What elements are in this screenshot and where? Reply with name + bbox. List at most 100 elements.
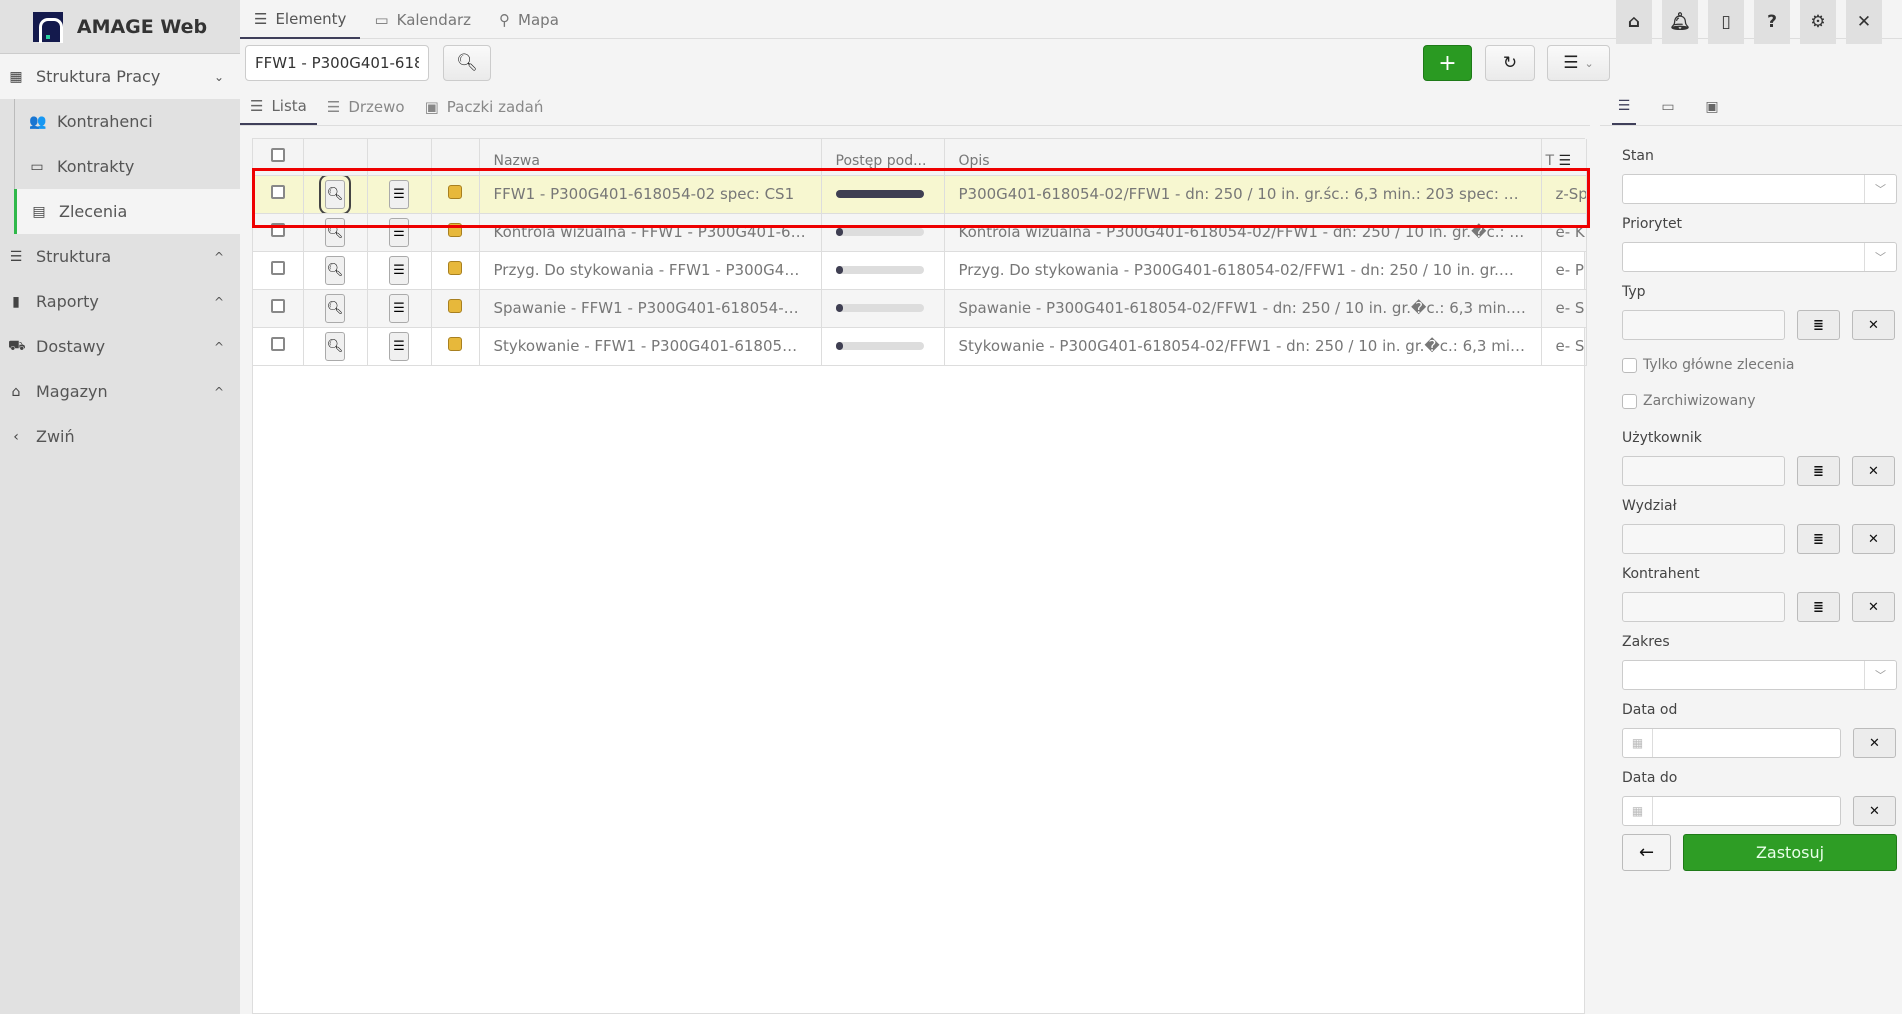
sidebar-item-kontrakty[interactable]: ▭ Kontrakty [15,144,240,189]
kontrahent-clear-button[interactable]: ✕ [1852,592,1895,622]
search-icon[interactable]: 🔍︎ [325,331,345,361]
apply-button[interactable]: Zastosuj [1683,834,1897,871]
column-menu-icon[interactable]: ☰ [1558,152,1572,169]
menu-dropdown-button[interactable]: ☰ ⌄ [1547,45,1610,81]
mobile-icon[interactable]: ▯ [1708,0,1744,44]
row-type-icon [431,251,480,290]
sidebar-item-zlecenia[interactable]: ▤ Zlecenia [14,189,240,234]
typ-input[interactable] [1622,310,1785,340]
close-icon[interactable]: ✕ [1846,0,1882,44]
tab-paczki-zadan[interactable]: ▣ Paczki zadań [415,88,554,125]
sidebar-item-label: Struktura Pracy [36,67,161,86]
menu-icon[interactable]: ☰ [389,293,409,323]
search-input[interactable] [245,45,429,81]
bell-icon[interactable]: 🔔︎ [1662,0,1698,44]
priorytet-select[interactable]: ﹀ [1622,242,1897,272]
column-header-postep[interactable]: Postęp pod... [821,139,945,176]
column-header-nazwa[interactable]: Nazwa [479,139,822,176]
kontrahent-pick-button[interactable]: ≣ [1797,592,1840,622]
row-preview-button[interactable]: 🔍︎ [303,213,368,252]
table-row[interactable]: 🔍︎ ☰ Stykowanie - FFW1 - P300G401-618054… [253,327,1587,366]
app-logo[interactable]: AMAGE Web [0,0,240,54]
column-header-t[interactable]: T ☰ [1541,139,1587,176]
typ-clear-button[interactable]: ✕ [1852,310,1895,340]
row-progress [821,289,945,328]
add-button[interactable]: + [1423,45,1472,81]
row-preview-button[interactable]: 🔍︎ [303,251,368,290]
tab-lista[interactable]: ☰ Lista [240,88,317,125]
menu-icon[interactable]: ☰ [389,179,409,209]
tab-kalendarz[interactable]: ▭ Kalendarz [360,0,485,39]
row-opis: Kontrola wizualna - P300G401-618054-02/F… [944,213,1542,252]
wydzial-input[interactable] [1622,524,1785,554]
box-icon: ▣ [424,97,439,116]
search-icon[interactable]: 🔍︎ [325,217,345,247]
data-od-clear-button[interactable]: ✕ [1853,728,1896,758]
search-icon[interactable]: 🔍︎ [319,175,351,212]
help-icon[interactable]: ? [1754,0,1790,44]
tylko-glowne-checkbox[interactable]: Tylko główne zlecenia [1622,354,1902,376]
tab-mapa[interactable]: ⚲ Mapa [485,0,573,39]
row-type-icon [431,175,480,214]
wydzial-pick-button[interactable]: ≣ [1797,524,1840,554]
data-od-input[interactable]: ▦ [1622,728,1841,758]
row-preview-button[interactable]: 🔍︎ [303,289,368,328]
sidebar-item-raporty[interactable]: ▮ Raporty ^ [0,279,240,324]
row-menu-button[interactable]: ☰ [367,289,432,328]
sidebar-item-magazyn[interactable]: ⌂ Magazyn ^ [0,369,240,414]
stan-select[interactable]: ﹀ [1622,174,1897,204]
gear-icon[interactable]: ⚙ [1800,0,1836,44]
checkbox-label: Zarchiwizowany [1643,393,1756,409]
sidebar-item-kontrahenci[interactable]: 👥 Kontrahenci [15,99,240,144]
row-checkbox[interactable] [253,289,304,328]
tab-elementy[interactable]: ☰ Elementy [240,0,361,39]
uzytkownik-pick-button[interactable]: ≣ [1797,456,1840,486]
typ-pick-button[interactable]: ≣ [1797,310,1840,340]
back-button[interactable]: ← [1622,834,1671,871]
menu-icon[interactable]: ☰ [389,331,409,361]
data-do-input[interactable]: ▦ [1622,796,1841,826]
table-row[interactable]: 🔍︎ ☰ Spawanie - FFW1 - P300G401-618054-0… [253,289,1587,328]
table-row[interactable]: 🔍︎ ☰ FFW1 - P300G401-618054-02 spec: CS1… [253,175,1587,214]
sidebar-collapse[interactable]: ‹ Zwiń [0,414,240,459]
data-do-clear-button[interactable]: ✕ [1853,796,1896,826]
uzytkownik-clear-button[interactable]: ✕ [1852,456,1895,486]
home-icon[interactable]: ⌂ [1616,0,1652,44]
row-menu-button[interactable]: ☰ [367,251,432,290]
money-icon[interactable]: ▭ [1661,98,1675,115]
zakres-select[interactable]: ﹀ [1622,660,1897,690]
table-row[interactable]: 🔍︎ ☰ Kontrola wizualna - FFW1 - P300G401… [253,213,1587,252]
row-menu-button[interactable]: ☰ [367,175,432,214]
row-checkbox[interactable] [253,175,304,214]
row-preview-button[interactable]: 🔍︎ [303,175,368,214]
menu-icon[interactable]: ☰ [389,217,409,247]
table-row[interactable]: 🔍︎ ☰ Przyg. Do stykowania - FFW1 - P300G… [253,251,1587,290]
zarchiwizowany-checkbox[interactable]: Zarchiwizowany [1622,390,1902,412]
row-preview-button[interactable]: 🔍︎ [303,327,368,366]
sidebar-item-struktura-pracy[interactable]: ▦ Struktura Pracy ⌄ [0,54,240,99]
menu-icon[interactable]: ☰ [389,255,409,285]
wydzial-clear-button[interactable]: ✕ [1852,524,1895,554]
row-menu-button[interactable]: ☰ [367,327,432,366]
row-checkbox[interactable] [253,213,304,252]
tab-drzewo[interactable]: ☰ Drzewo [317,88,415,125]
search-icon[interactable]: 🔍︎ [325,255,345,285]
column-header-opis[interactable]: Opis [944,139,1542,176]
sidebar-item-struktura[interactable]: ☰ Struktura ^ [0,234,240,279]
package-icon [448,261,462,275]
orders-table: Nazwa Postęp pod... Opis T ☰ 🔍︎ ☰ FFW1 -… [252,138,1587,1014]
refresh-button[interactable]: ↻ [1485,45,1535,81]
truck-icon: ⛟ [8,337,26,354]
row-menu-button[interactable]: ☰ [367,213,432,252]
row-checkbox[interactable] [253,327,304,366]
list-icon[interactable]: ☰ [1612,88,1636,125]
uzytkownik-input[interactable] [1622,456,1785,486]
warehouse-icon: ⌂ [11,383,21,400]
kontrahent-input[interactable] [1622,592,1785,622]
search-icon[interactable]: 🔍︎ [325,293,345,323]
select-all-checkbox[interactable] [253,139,304,176]
box-icon[interactable]: ▣ [1705,98,1719,115]
search-button[interactable]: 🔍︎ [443,45,491,81]
row-checkbox[interactable] [253,251,304,290]
sidebar-item-dostawy[interactable]: ⛟ Dostawy ^ [0,324,240,369]
